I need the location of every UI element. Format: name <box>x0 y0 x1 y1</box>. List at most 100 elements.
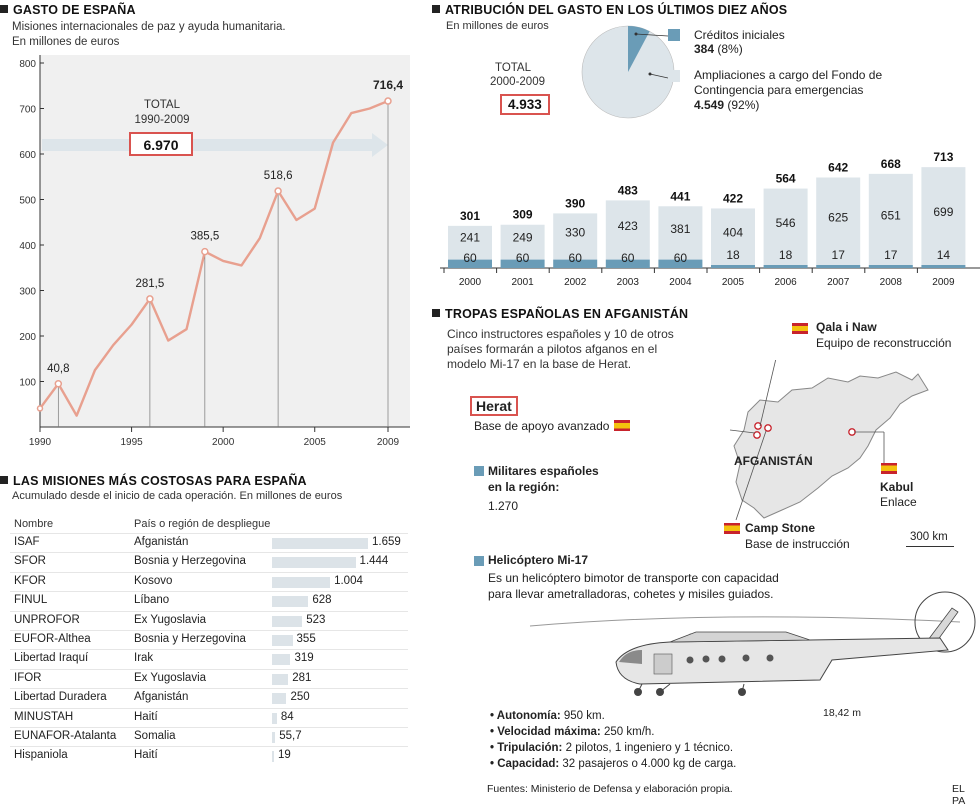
mission-name: UNPROFOR <box>14 613 80 626</box>
spain-flag-icon <box>724 523 740 534</box>
bar-creditos-label: 14 <box>937 248 951 262</box>
mission-country: Ex Yugoslavia <box>134 671 207 684</box>
legend-ampliaciones: Ampliaciones a cargo del Fondo de Contin… <box>694 68 883 112</box>
spec-item: • Tripulación: 2 pilotos, 1 ingeniero y … <box>490 742 734 754</box>
x-tick-label: 2002 <box>564 277 587 288</box>
afghanistan-map <box>729 360 929 521</box>
bar-creditos-label: 60 <box>516 251 530 265</box>
x-tick-label: 2000 <box>212 437 235 448</box>
mission-bar <box>272 673 289 685</box>
mission-country: Ex Yugoslavia <box>134 613 207 626</box>
gasto-subtitle: Misiones internacionales de paz y ayuda … <box>12 21 286 48</box>
mission-country: Bosnia y Herzegovina <box>134 633 246 645</box>
legend-swatch-creditos <box>668 29 680 41</box>
bar-total-label: 390 <box>565 196 585 210</box>
bar-ampliaciones <box>658 206 703 260</box>
camp-marker <box>764 424 772 432</box>
y-tick-label: 500 <box>19 196 36 207</box>
bar-ampliaciones-label: 404 <box>723 226 743 240</box>
table-row: Libertad Iraquí Irak 319 <box>10 649 408 668</box>
series-line <box>39 99 389 417</box>
x-tick-label: 2001 <box>511 277 534 288</box>
mission-name: MINUSTAH <box>14 710 74 723</box>
bar-ampliaciones <box>448 225 492 260</box>
data-label: 518,6 <box>264 170 293 182</box>
herat-marker <box>753 431 761 439</box>
pie-leader-line <box>649 73 669 79</box>
mission-value: 523 <box>306 613 326 626</box>
missions-subtitle: Acumulado desde el inicio de cada operac… <box>12 490 343 502</box>
afghanistan-shape <box>733 371 929 519</box>
stacked-bar-chart: 301 241 60 2000 309 249 60 2001 390 330 60 2002 483 4… <box>440 150 980 288</box>
bar-ampliaciones-label: 241 <box>460 231 480 245</box>
y-tick-label: 100 <box>19 378 36 389</box>
bar-ampliaciones-label: 381 <box>670 222 690 236</box>
mission-name: FINUL <box>14 594 48 607</box>
mission-value: 1.659 <box>372 536 401 548</box>
bar-creditos-label: 60 <box>674 251 688 265</box>
table-row: IFOR Ex Yugoslavia 281 <box>10 668 408 688</box>
square-icon <box>474 466 484 476</box>
bar-total-label: 713 <box>933 150 953 164</box>
map-country-label: AFGANISTÁN <box>734 454 813 468</box>
qala-desc: Equipo de reconstrucción <box>816 336 952 350</box>
table-row: EUFOR-Althea Bosnia y Herzegovina 355 <box>10 630 408 649</box>
attribution-title: ATRIBUCIÓN DEL GASTO EN LOS ÚLTIMOS DIEZ… <box>432 3 787 17</box>
data-point <box>54 380 63 388</box>
heli-specs: • Autonomía: 950 km. • Velocidad máxima: … <box>490 708 736 772</box>
pie-leader-dot <box>648 72 652 76</box>
bar-ampliaciones <box>500 224 545 260</box>
pie-leader-dot <box>634 32 638 36</box>
helicopter-illustration <box>529 591 976 696</box>
bar-ampliaciones <box>763 188 808 265</box>
bar-total-label: 301 <box>460 209 480 223</box>
x-tick-label: 2000 <box>459 277 482 288</box>
spending-line-chart: 100 200 300 400 500 600 700 800 1990 1995 2000 2005… <box>19 55 410 448</box>
y-tick-label: 200 <box>19 332 36 343</box>
mission-bar <box>272 751 274 763</box>
bar-total-label: 422 <box>723 191 743 205</box>
credit-text: EL PA <box>952 783 966 807</box>
mission-bar <box>272 732 276 743</box>
bar-creditos-label: 60 <box>463 251 477 265</box>
table-row: KFOR Kosovo 1.004 <box>10 571 408 591</box>
bar-ampliaciones-label: 249 <box>513 231 533 245</box>
mission-country: Somalia <box>134 730 176 742</box>
bar-creditos <box>448 259 492 268</box>
bar-total-label: 564 <box>776 172 796 186</box>
x-tick-label: 1995 <box>120 437 143 448</box>
spain-flag-icon <box>614 420 630 431</box>
spain-flag-icon <box>792 323 808 334</box>
gasto-title: GASTO DE ESPAÑA <box>0 3 136 17</box>
data-point <box>146 295 154 303</box>
y-tick-label: 700 <box>19 105 36 116</box>
bar-total-label: 668 <box>881 157 901 171</box>
mission-name: EUNAFOR-Atalanta <box>14 730 117 742</box>
y-tick-label: 800 <box>19 59 36 70</box>
mission-bar <box>272 596 309 608</box>
pie-total-value: 4.933 <box>500 94 550 115</box>
pie-chart <box>581 25 675 119</box>
bar-creditos-label: 60 <box>569 251 583 265</box>
square-icon <box>432 309 440 317</box>
bar-ampliaciones-label: 651 <box>881 208 901 222</box>
kabul-label: Kabul <box>880 480 914 494</box>
x-tick-label: 2009 <box>377 437 400 448</box>
x-tick-label: 2003 <box>617 277 640 288</box>
legend-creditos: Créditos iniciales 384 (8%) <box>694 28 785 56</box>
total-box <box>129 132 193 156</box>
x-tick-label: 2005 <box>722 277 745 288</box>
bar-creditos <box>553 259 598 268</box>
bar-ampliaciones <box>816 177 861 265</box>
data-point <box>36 405 44 412</box>
table-row: MINUSTAH Haití 84 <box>10 707 408 727</box>
x-tick-label: 1990 <box>29 437 52 448</box>
table-row: ISAF Afganistán 1.659 <box>10 533 408 552</box>
bar-creditos-label: 60 <box>621 251 635 265</box>
bar-ampliaciones <box>921 167 966 265</box>
bar-creditos <box>868 265 913 268</box>
herat-label: Herat <box>470 396 518 416</box>
bar-creditos <box>658 259 703 268</box>
bar-ampliaciones-label: 423 <box>618 219 638 233</box>
data-point <box>201 247 209 256</box>
